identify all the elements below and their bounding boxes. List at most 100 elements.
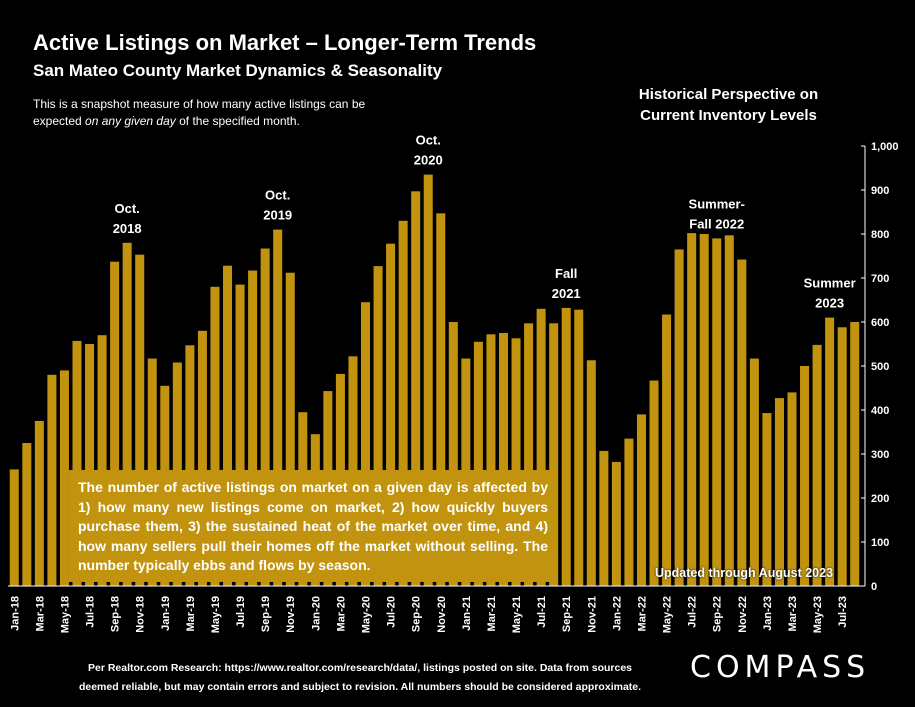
x-tick-label: Mar-22 xyxy=(636,596,648,631)
bar-jun-18 xyxy=(72,340,82,586)
x-tick-label: Jul-20 xyxy=(386,596,398,628)
bar-jun-22 xyxy=(674,249,684,586)
bar-apr-21 xyxy=(498,333,509,586)
bar-dec-21 xyxy=(599,450,609,586)
x-tick-label: Jan-22 xyxy=(611,596,623,631)
bar-mar-21 xyxy=(486,334,496,586)
bar-mar-19 xyxy=(185,345,195,586)
x-tick-label: Sep-18 xyxy=(110,596,122,632)
y-tick-label: 800 xyxy=(871,229,889,241)
x-tick-label: Jul-19 xyxy=(235,596,247,628)
x-tick-label: Jan-18 xyxy=(9,596,21,631)
bar-aug-21 xyxy=(549,323,559,586)
compass-logo: COMPASS xyxy=(690,650,871,685)
bar-nov-21 xyxy=(586,360,596,586)
x-tick-label: Nov-19 xyxy=(285,596,297,633)
bar-feb-22 xyxy=(624,438,634,586)
x-tick-label: Sep-19 xyxy=(260,596,272,632)
chart-title: Active Listings on Market – Longer-Term … xyxy=(33,30,537,55)
x-tick-label: Mar-19 xyxy=(185,596,197,631)
bar-apr-19 xyxy=(197,330,207,586)
bar-aug-23 xyxy=(850,322,860,586)
bar-jan-18 xyxy=(9,469,19,586)
note-text-1: This is a snapshot measure of how many a… xyxy=(33,97,366,128)
bar-aug-20 xyxy=(398,220,408,587)
bar-mar-22 xyxy=(636,414,646,586)
bar-jul-22 xyxy=(687,233,697,586)
bar-aug-22 xyxy=(699,234,709,586)
bar-jun-19 xyxy=(223,265,233,586)
x-tick-label: Jan-20 xyxy=(310,596,322,631)
updated-through-label: Updated through August 2023 xyxy=(655,566,834,580)
bar-jan-22 xyxy=(611,461,621,586)
bar-nov-22 xyxy=(737,259,747,586)
bar-jan-23 xyxy=(762,413,772,586)
peak-annotation: 2023 xyxy=(815,296,844,311)
bar-jul-19 xyxy=(235,284,245,586)
y-tick-label: 300 xyxy=(871,449,889,461)
bar-sep-21 xyxy=(561,307,571,586)
bar-aug-18 xyxy=(97,335,107,586)
bar-may-23 xyxy=(812,344,822,586)
x-tick-label: May-19 xyxy=(210,596,222,633)
y-tick-label: 600 xyxy=(871,317,889,329)
y-tick-label: 900 xyxy=(871,185,889,197)
bar-dec-22 xyxy=(749,358,759,586)
x-tick-label: Sep-21 xyxy=(561,596,573,632)
bar-oct-21 xyxy=(574,309,584,586)
x-tick-label: Jul-21 xyxy=(536,596,548,628)
bar-nov-18 xyxy=(135,254,145,586)
x-tick-label: Nov-22 xyxy=(737,596,749,633)
source-footer: Per Realtor.com Research: https://www.re… xyxy=(40,659,680,697)
chart-subtitle: San Mateo County Market Dynamics & Seaso… xyxy=(33,61,443,80)
x-tick-label: Mar-23 xyxy=(787,596,799,631)
bar-nov-19 xyxy=(285,272,295,586)
y-tick-label: 0 xyxy=(871,581,877,593)
bar-apr-23 xyxy=(800,366,810,586)
bar-may-21 xyxy=(511,338,521,586)
y-tick-label: 500 xyxy=(871,361,889,373)
bar-oct-18 xyxy=(122,242,132,587)
bar-jul-21 xyxy=(536,308,546,586)
x-tick-label: Mar-18 xyxy=(34,596,46,631)
y-tick-label: 700 xyxy=(871,273,889,285)
snapshot-note: This is a snapshot measure of how many a… xyxy=(33,96,393,130)
bar-apr-18 xyxy=(47,374,57,586)
x-tick-label: Nov-20 xyxy=(436,596,448,633)
bar-feb-18 xyxy=(22,443,32,586)
x-tick-label: May-20 xyxy=(361,596,373,633)
bar-may-18 xyxy=(59,370,69,586)
x-tick-label: May-23 xyxy=(812,596,824,633)
x-tick-label: May-18 xyxy=(59,596,71,633)
bar-oct-20 xyxy=(423,174,433,586)
bar-oct-22 xyxy=(724,235,734,586)
peak-annotation: 2019 xyxy=(263,208,292,223)
bar-feb-23 xyxy=(774,398,784,586)
bar-oct-19 xyxy=(273,229,283,586)
x-tick-label: Jul-18 xyxy=(85,596,97,628)
x-tick-label: Mar-21 xyxy=(486,596,498,631)
y-tick-label: 400 xyxy=(871,405,889,417)
peak-annotation: Summer xyxy=(804,276,856,291)
x-tick-label: Mar-20 xyxy=(335,596,347,631)
bar-mar-18 xyxy=(34,421,44,586)
note-text-2: of the specified month. xyxy=(175,114,300,128)
bar-may-19 xyxy=(210,286,220,586)
y-tick-label: 1,000 xyxy=(871,141,899,153)
info-box: The number of active listings on market … xyxy=(69,470,557,582)
bar-jun-20 xyxy=(373,266,383,586)
x-tick-label: Jan-19 xyxy=(160,596,172,631)
bar-sep-19 xyxy=(260,248,270,586)
footer-line-2: deemed reliable, but may contain errors … xyxy=(78,681,642,693)
peak-annotation: Oct. xyxy=(416,133,441,148)
x-tick-label: May-21 xyxy=(511,596,523,633)
peak-annotation: 2018 xyxy=(113,221,142,236)
x-tick-label: Nov-21 xyxy=(586,596,598,633)
y-tick-label: 100 xyxy=(871,537,889,549)
bar-sep-18 xyxy=(110,261,120,586)
bar-apr-22 xyxy=(649,380,659,586)
peak-annotation: Fall xyxy=(555,266,577,281)
historical-line-1: Historical Perspective on xyxy=(638,86,819,103)
footer-line-1: Per Realtor.com Research: https://www.re… xyxy=(87,662,633,674)
